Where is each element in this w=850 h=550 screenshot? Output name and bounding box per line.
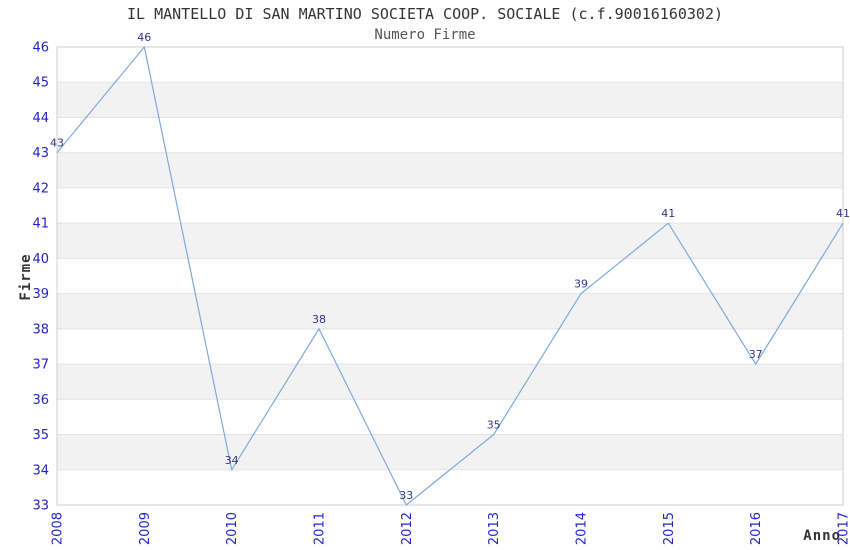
point-label: 41 xyxy=(836,207,850,220)
point-label: 43 xyxy=(50,137,64,150)
chart-subtitle: Numero Firme xyxy=(374,27,476,43)
y-tick-label: 38 xyxy=(32,322,49,337)
point-label: 35 xyxy=(487,419,501,432)
y-tick-label: 40 xyxy=(32,252,49,267)
y-tick-label: 34 xyxy=(32,463,49,478)
y-tick-label: 33 xyxy=(32,499,49,514)
y-tick-label: 36 xyxy=(32,393,49,408)
grid-band xyxy=(57,82,843,118)
point-label: 39 xyxy=(574,278,588,291)
y-tick-label: 42 xyxy=(32,181,49,196)
y-tick-label: 41 xyxy=(32,217,49,232)
y-tick-label: 39 xyxy=(32,287,49,302)
x-tick-label: 2013 xyxy=(487,512,502,545)
point-label: 33 xyxy=(399,489,413,502)
x-tick-label: 2011 xyxy=(313,512,328,545)
point-label: 34 xyxy=(225,454,239,467)
x-axis-title: Anno xyxy=(803,528,841,544)
grid-band xyxy=(57,152,843,188)
x-tick-label: 2012 xyxy=(400,512,415,545)
x-tick-label: 2010 xyxy=(225,512,240,545)
y-tick-label: 45 xyxy=(32,76,49,91)
grid-band xyxy=(57,293,843,329)
chart-title: IL MANTELLO DI SAN MARTINO SOCIETA COOP.… xyxy=(126,5,724,23)
grid-band xyxy=(57,364,843,400)
x-tick-label: 2016 xyxy=(749,512,764,545)
grid-band xyxy=(57,434,843,470)
point-label: 37 xyxy=(749,348,763,361)
x-tick-label: 2017 xyxy=(837,512,850,545)
y-tick-label: 37 xyxy=(32,358,49,373)
x-tick-label: 2014 xyxy=(575,512,590,545)
x-tick-label: 2008 xyxy=(51,512,66,545)
plot-border xyxy=(56,46,844,506)
point-label: 46 xyxy=(137,31,151,44)
x-tick-label: 2015 xyxy=(662,512,677,545)
point-label: 41 xyxy=(661,207,675,220)
y-tick-label: 43 xyxy=(32,146,49,161)
y-tick-label: 44 xyxy=(32,111,49,126)
data-line xyxy=(56,46,844,506)
point-label: 38 xyxy=(312,313,326,326)
y-tick-label: 46 xyxy=(32,41,49,56)
x-tick-label: 2009 xyxy=(138,512,153,545)
y-tick-label: 35 xyxy=(32,428,49,443)
grid-band xyxy=(57,223,843,259)
